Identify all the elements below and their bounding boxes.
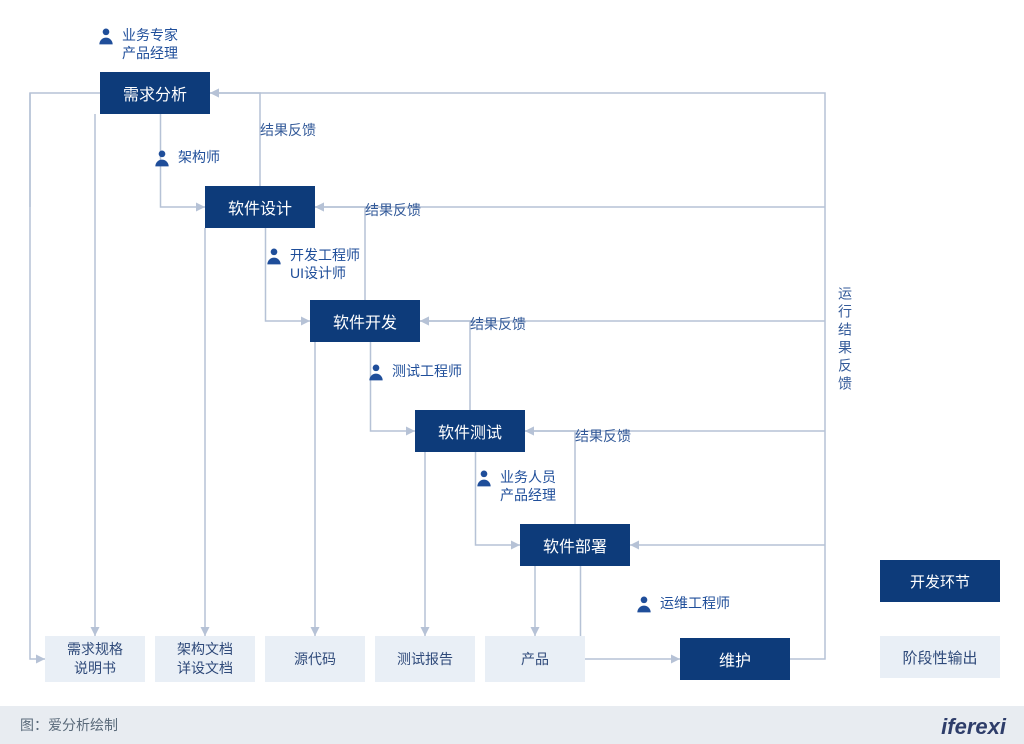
footer-bar: 图：爱分析绘制 iferexi: [0, 706, 1024, 744]
feedback-label-3: 结果反馈: [575, 426, 631, 446]
stage-dev: 软件开发: [310, 300, 420, 342]
role-maint: 运维工程师: [660, 594, 730, 612]
feedback-label-1: 结果反馈: [365, 200, 421, 220]
watermark: iferexi: [941, 714, 1006, 740]
person-icon: [96, 26, 116, 46]
stage-test: 软件测试: [415, 410, 525, 452]
role-design: 架构师: [178, 148, 220, 166]
role-line: 产品经理: [122, 44, 178, 62]
role-line: 运维工程师: [660, 594, 730, 612]
role-line: 架构师: [178, 148, 220, 166]
vertical-feedback: 运行结果反馈: [835, 286, 855, 394]
legend-1: 阶段性输出: [880, 636, 1000, 678]
role-line: UI设计师: [290, 264, 360, 282]
output-3: 测试报告: [375, 636, 475, 682]
stage-maint: 维护: [680, 638, 790, 680]
stage-deploy: 软件部署: [520, 524, 630, 566]
person-icon: [264, 246, 284, 266]
role-line: 测试工程师: [392, 362, 462, 380]
person-icon: [474, 468, 494, 488]
feedback-label-2: 结果反馈: [470, 314, 526, 334]
role-test: 测试工程师: [392, 362, 462, 380]
output-0: 需求规格说明书: [45, 636, 145, 682]
person-icon: [634, 594, 654, 614]
stage-req: 需求分析: [100, 72, 210, 114]
role-line: 开发工程师: [290, 246, 360, 264]
output-2: 源代码: [265, 636, 365, 682]
role-deploy: 业务人员产品经理: [500, 468, 556, 504]
person-icon: [152, 148, 172, 168]
role-req: 业务专家产品经理: [122, 26, 178, 62]
role-line: 业务人员: [500, 468, 556, 486]
feedback-label-0: 结果反馈: [260, 120, 316, 140]
output-4: 产品: [485, 636, 585, 682]
role-line: 业务专家: [122, 26, 178, 44]
footer-text: 图：爱分析绘制: [20, 715, 118, 735]
person-icon: [366, 362, 386, 382]
output-1: 架构文档详设文档: [155, 636, 255, 682]
stage-design: 软件设计: [205, 186, 315, 228]
role-line: 产品经理: [500, 486, 556, 504]
legend-0: 开发环节: [880, 560, 1000, 602]
flowchart-canvas: 需求分析软件设计软件开发软件测试软件部署维护业务专家产品经理架构师开发工程师UI…: [0, 0, 1024, 744]
role-dev: 开发工程师UI设计师: [290, 246, 360, 282]
